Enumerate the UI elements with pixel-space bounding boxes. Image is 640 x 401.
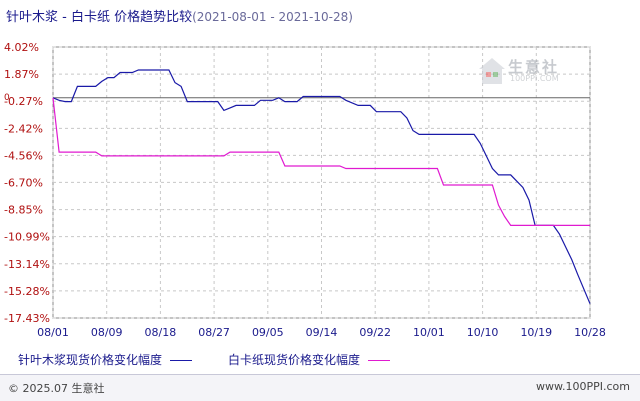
x-tick-label: 10/19 bbox=[520, 326, 552, 339]
legend-label-series1: 针叶木浆现货价格变化幅度 bbox=[18, 353, 163, 367]
legend-item-series1: 针叶木浆现货价格变化幅度 bbox=[18, 351, 193, 368]
x-tick-label: 09/22 bbox=[359, 326, 391, 339]
legend-swatch-series2 bbox=[368, 360, 391, 361]
x-tick-label: 10/10 bbox=[467, 326, 499, 339]
y-tick-label: 4.02% bbox=[4, 41, 39, 54]
grid-layer bbox=[52, 46, 591, 319]
copyright-text: © 2025.07 生意社 bbox=[8, 382, 105, 395]
house-icon bbox=[479, 58, 505, 84]
zero-label: 0 bbox=[4, 93, 10, 103]
axis-layer: 4.02% 1.87% -0.27% -2.42% -4.56% -6.70% -8.85%… bbox=[4, 41, 606, 339]
logo-name: 生意社 bbox=[508, 58, 560, 76]
series-layer bbox=[52, 69, 591, 304]
x-tick-label: 09/14 bbox=[306, 326, 338, 339]
series-line-1 bbox=[52, 69, 591, 304]
legend: 针叶木浆现货价格变化幅度 白卡纸现货价格变化幅度 bbox=[0, 348, 640, 368]
y-tick-label: -17.43% bbox=[4, 312, 50, 325]
y-tick-label: 1.87% bbox=[4, 68, 39, 81]
legend-label-series2: 白卡纸现货价格变化幅度 bbox=[228, 353, 361, 367]
legend-item-series2: 白卡纸现货价格变化幅度 bbox=[228, 351, 391, 368]
x-tick-label: 10/01 bbox=[413, 326, 445, 339]
y-tick-label: -2.42% bbox=[4, 122, 43, 135]
x-tick-label: 09/05 bbox=[252, 326, 284, 339]
y-tick-label: -0.27% bbox=[4, 95, 43, 108]
source-link[interactable]: www.100PPI.com bbox=[536, 380, 630, 393]
chart-title-main: 针叶木浆 - 白卡纸 价格趋势比较 bbox=[6, 10, 193, 25]
chart-title-range: (2021-08-01 - 2021-10-28) bbox=[192, 10, 353, 24]
logo-url: 100PPI.COM bbox=[510, 74, 559, 83]
y-tick-label: -4.56% bbox=[4, 149, 43, 162]
y-tick-label: -6.70% bbox=[4, 176, 43, 189]
x-tick-label: 08/09 bbox=[91, 326, 123, 339]
logo-watermark: 生意社 100PPI.COM bbox=[478, 54, 578, 90]
footer-bar bbox=[0, 374, 640, 401]
chart-title: 针叶木浆 - 白卡纸 价格趋势比较(2021-08-01 - 2021-10-2… bbox=[6, 6, 353, 25]
x-tick-label: 08/18 bbox=[145, 326, 177, 339]
y-tick-label: -15.28% bbox=[4, 285, 50, 298]
y-tick-label: -8.85% bbox=[4, 204, 43, 217]
y-tick-label: -10.99% bbox=[4, 231, 50, 244]
x-tick-label: 10/28 bbox=[574, 326, 606, 339]
series-line-2 bbox=[52, 97, 590, 226]
x-tick-label: 08/01 bbox=[37, 326, 69, 339]
y-tick-label: -13.14% bbox=[4, 258, 50, 271]
legend-swatch-series1 bbox=[170, 360, 193, 361]
x-tick-label: 08/27 bbox=[198, 326, 230, 339]
